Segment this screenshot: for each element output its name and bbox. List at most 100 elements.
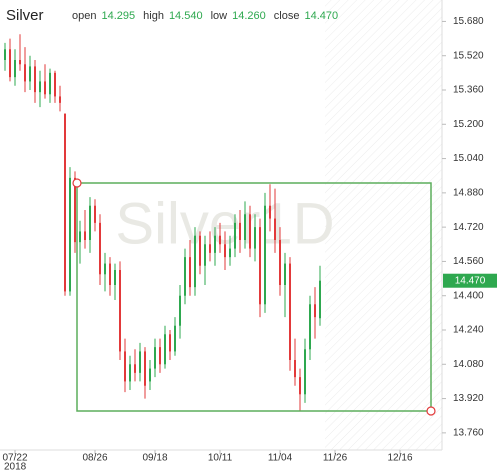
ohlc-name: open [72, 10, 96, 22]
candle-body [154, 347, 156, 369]
candle-body [239, 222, 241, 240]
candle-body [299, 377, 301, 395]
year-label: 2018 [4, 462, 27, 473]
candle-body [284, 263, 286, 285]
candle-body [159, 347, 161, 365]
x-tick-label: 08/26 [82, 453, 107, 464]
candle-body [244, 214, 246, 240]
candle-body [319, 280, 321, 319]
y-tick-label: 14.240 [453, 325, 484, 336]
candle-body [49, 72, 51, 95]
y-tick-label: 14.080 [453, 359, 484, 370]
x-tick-label: 10/11 [208, 453, 233, 464]
candle-body [99, 222, 101, 275]
candle-body [174, 325, 176, 352]
candle-body [249, 214, 251, 249]
candle-body [29, 66, 31, 82]
candle-body [109, 263, 111, 285]
candle-body [309, 304, 311, 350]
y-tick-label: 14.400 [453, 290, 484, 301]
candle-body [119, 270, 121, 352]
candle-body [164, 334, 166, 365]
candle-body [224, 244, 226, 258]
candle-body [139, 351, 141, 373]
x-tick-label: 11/04 [268, 453, 293, 464]
last-price-tag [443, 273, 497, 288]
x-tick-label: 07/22 [2, 453, 27, 464]
candle-body [4, 49, 6, 60]
candle-body [104, 263, 106, 275]
handle [426, 406, 436, 416]
candle-body [24, 64, 26, 82]
ohlc-name: high [143, 10, 164, 22]
candle-body [44, 81, 46, 95]
candle-body [34, 66, 36, 93]
ohlc-value: 14.540 [169, 10, 203, 22]
y-tick-label: 14.880 [453, 187, 484, 198]
candle-body [114, 270, 116, 285]
y-tick-label: 15.360 [453, 85, 484, 96]
candle-body [314, 304, 316, 318]
ohlc-header: open 14.295 high 14.540 low 14.260 close 14.470 [72, 10, 338, 22]
candle-body [149, 368, 151, 382]
ohlc-value: 14.470 [304, 10, 338, 22]
future-zone [325, 0, 442, 450]
y-tick-label: 14.720 [453, 222, 484, 233]
candle-body [124, 351, 126, 382]
candle-body [259, 227, 261, 305]
candle-body [194, 235, 196, 288]
candle-body [229, 248, 231, 258]
candle-body [19, 60, 21, 65]
x-tick-label: 11/26 [323, 453, 348, 464]
candle-body [54, 72, 56, 97]
candle-body [129, 364, 131, 382]
candle-body [204, 244, 206, 266]
last-price-label: 14.470 [455, 275, 486, 286]
y-tick-label: 15.040 [453, 153, 484, 164]
plot: 15.680 15.520 15.360 15.200 15.040 14.880 14.7… [2, 16, 497, 473]
candle-body [269, 205, 271, 219]
ohlc-name: close [274, 10, 300, 22]
candle-body [79, 231, 81, 243]
candle-body [294, 360, 296, 378]
candle-body [234, 222, 236, 249]
ohlc-value: 14.295 [101, 10, 135, 22]
candle-body [134, 364, 136, 373]
candle-body [274, 218, 276, 240]
y-tick-label: 15.520 [453, 50, 484, 61]
candle-body [264, 205, 266, 305]
candle-body [184, 257, 186, 296]
candle-body [169, 334, 171, 352]
candle-body [214, 235, 216, 253]
y-tick-label: 13.760 [453, 427, 484, 438]
candle-body [199, 235, 201, 266]
range-box [76, 182, 432, 412]
candle-body [9, 49, 11, 78]
candle-body [89, 205, 91, 240]
candle-body [254, 227, 256, 249]
y-tick-label: 15.680 [453, 16, 484, 27]
candle-body [209, 244, 211, 253]
handle [72, 178, 82, 188]
candle-body [74, 177, 76, 243]
candle-body [304, 349, 306, 395]
candle-body [144, 351, 146, 386]
candle-body [69, 177, 71, 292]
candle-body [289, 263, 291, 360]
candle-body [64, 113, 66, 292]
y-tick-label: 15.200 [453, 119, 484, 130]
candle-body [179, 295, 181, 326]
y-tick-label: 14.560 [453, 256, 484, 267]
candle-body [219, 235, 221, 245]
candle-body [189, 257, 191, 288]
candle-body [14, 60, 16, 78]
x-tick-label: 09/18 [142, 453, 167, 464]
y-tick-label: 13.920 [453, 393, 484, 404]
x-tick-label: 12/16 [387, 453, 412, 464]
candle-body [84, 231, 86, 240]
candle-body [279, 240, 281, 285]
ohlc-name: low [211, 10, 228, 22]
symbol: Silver [6, 7, 44, 24]
candle-body [59, 96, 61, 103]
